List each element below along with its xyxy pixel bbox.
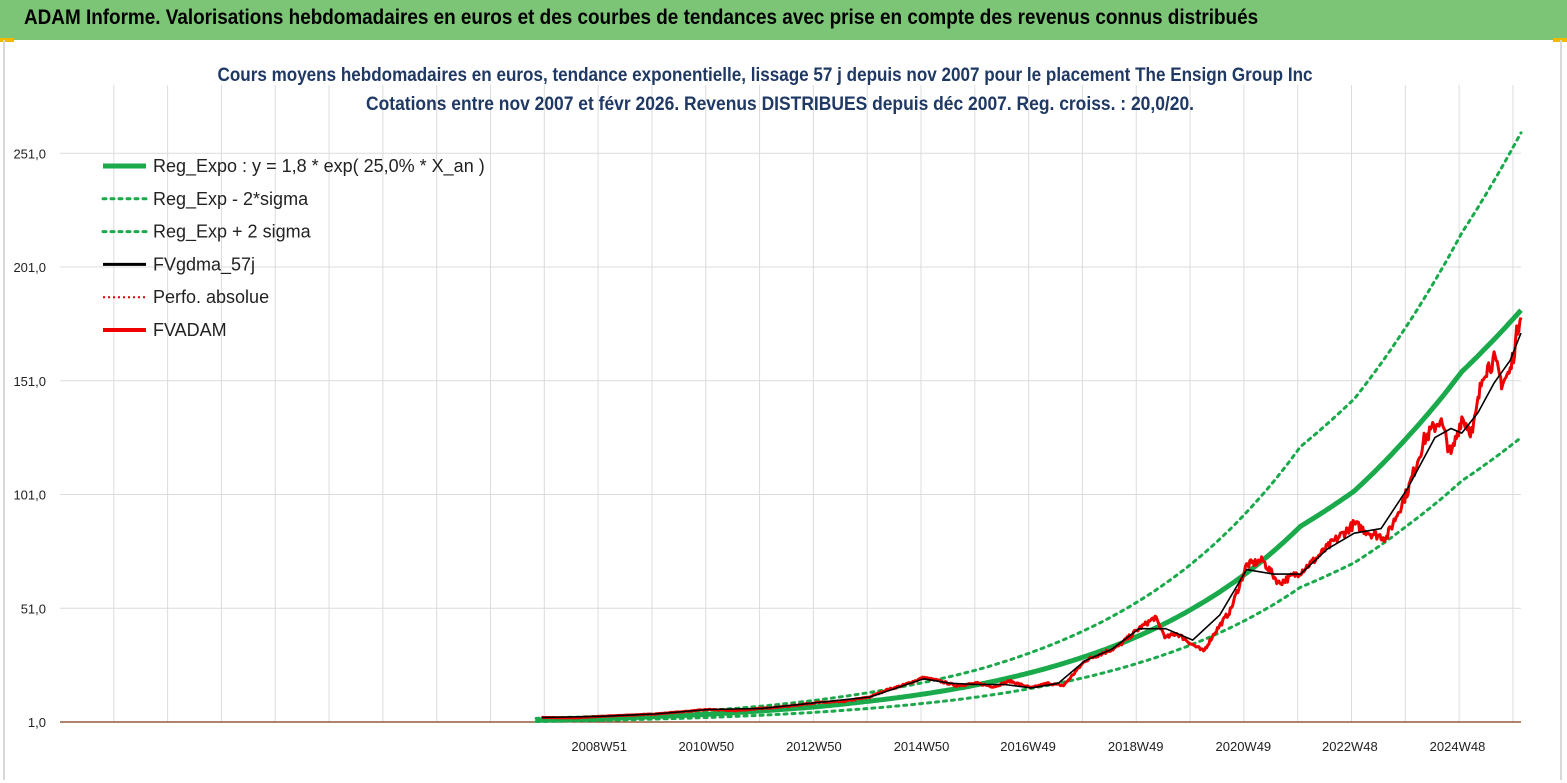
chart-title: Cours moyens hebdomadaires en euros, ten… [218, 65, 1313, 86]
x-tick-label: 2022W48 [1322, 739, 1378, 754]
y-tick-label: 101,0 [13, 488, 46, 503]
y-axis-ticks: 1,0 51,0 101,0 151,0 201,0 251,0 [13, 146, 46, 730]
y-tick-label: 151,0 [13, 374, 46, 389]
y-tick-label: 251,0 [13, 146, 46, 161]
y-tick-label: 1,0 [28, 715, 46, 730]
chart-frame [3, 40, 1562, 780]
series-line-fvadam [541, 316, 1523, 720]
x-tick-label: 2012W50 [786, 739, 842, 754]
legend-label-reg_plus: Reg_Exp + 2 sigma [153, 222, 312, 243]
series-line-reg_minus [534, 436, 1523, 723]
header-banner: ADAM Informe. Valorisations hebdomadaire… [0, 0, 1567, 40]
x-tick-label: 2016W49 [1000, 739, 1056, 754]
legend-label-reg_expo: Reg_Expo : y = 1,8 * exp( 25,0% * X_an ) [153, 156, 485, 177]
legend-label-fvgdma: FVgdma_57j [153, 254, 255, 275]
x-tick-label: 2010W50 [678, 739, 734, 754]
series-line-reg_expo [536, 308, 1523, 723]
report-title: ADAM Informe. Valorisations hebdomadaire… [24, 6, 1259, 29]
corner-accent-top-left [0, 38, 14, 42]
chart-series [60, 131, 1523, 723]
legend-label-fvadam: FVADAM [153, 320, 227, 340]
x-axis-ticks: 2008W51 2010W50 2012W50 2014W50 2016W49 2018W… [571, 739, 1485, 754]
chart-legend: Reg_Expo : y = 1,8 * exp( 25,0% * X_an )… [101, 156, 485, 340]
chart-subtitle: Cotations entre nov 2007 et févr 2026. R… [366, 94, 1194, 115]
chart-gridlines [60, 85, 1521, 723]
y-tick-label: 51,0 [21, 601, 46, 616]
legend-label-reg_minus: Reg_Exp - 2*sigma [153, 189, 309, 210]
x-tick-label: 2018W49 [1108, 739, 1164, 754]
x-tick-label: 2014W50 [894, 739, 950, 754]
x-tick-label: 2020W49 [1216, 739, 1272, 754]
y-tick-label: 201,0 [13, 260, 46, 275]
x-tick-label: 2024W48 [1430, 739, 1486, 754]
x-tick-label: 2008W51 [571, 739, 627, 754]
series-line-fvgdma [541, 332, 1522, 719]
legend-label-perfo: Perfo. absolue [153, 287, 269, 307]
